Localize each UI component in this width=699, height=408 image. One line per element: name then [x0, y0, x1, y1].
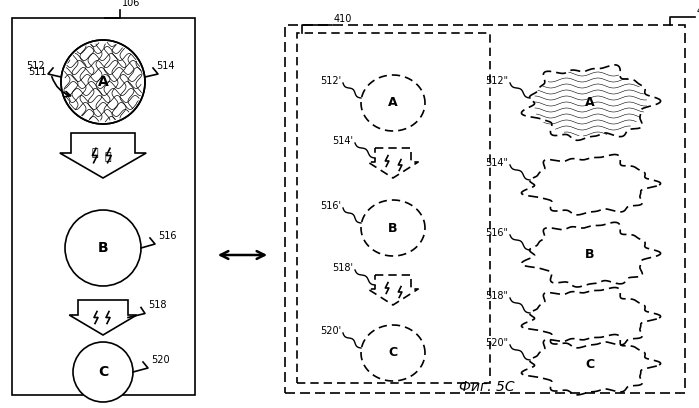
Text: C: C — [389, 346, 398, 359]
Text: 511: 511 — [29, 67, 47, 77]
Text: B: B — [98, 241, 108, 255]
Text: 512': 512' — [320, 76, 341, 86]
Text: 514": 514" — [485, 158, 508, 168]
Text: 516": 516" — [485, 228, 508, 238]
Text: B: B — [388, 222, 398, 235]
Text: 512": 512" — [485, 76, 508, 86]
Text: 518": 518" — [485, 291, 508, 301]
Polygon shape — [60, 133, 146, 178]
Text: 518: 518 — [148, 301, 166, 310]
Text: 106: 106 — [122, 0, 140, 8]
Text: C: C — [586, 359, 595, 372]
Text: A: A — [585, 97, 595, 109]
Text: 516: 516 — [158, 231, 177, 241]
Text: 520": 520" — [485, 338, 508, 348]
Text: 𝄇: 𝄇 — [92, 149, 99, 158]
Polygon shape — [69, 300, 137, 335]
Text: A: A — [98, 75, 108, 89]
Text: 518': 518' — [332, 263, 353, 273]
Text: 514: 514 — [156, 61, 175, 71]
Text: 404: 404 — [697, 6, 699, 16]
Text: Фиг. 5C: Фиг. 5C — [459, 380, 514, 394]
Text: A: A — [388, 97, 398, 109]
Text: B: B — [585, 248, 595, 262]
Bar — [285, 25, 685, 393]
Text: 410: 410 — [334, 14, 352, 24]
Bar — [12, 18, 195, 395]
Circle shape — [61, 40, 145, 124]
Text: 512: 512 — [27, 61, 45, 71]
Bar — [297, 33, 490, 383]
Text: 516': 516' — [320, 201, 341, 211]
Text: 514': 514' — [332, 136, 353, 146]
Text: 520': 520' — [320, 326, 341, 336]
Circle shape — [65, 210, 141, 286]
Text: C: C — [98, 365, 108, 379]
Circle shape — [73, 342, 133, 402]
Text: 𝄇: 𝄇 — [105, 153, 111, 162]
Text: 520: 520 — [151, 355, 170, 365]
